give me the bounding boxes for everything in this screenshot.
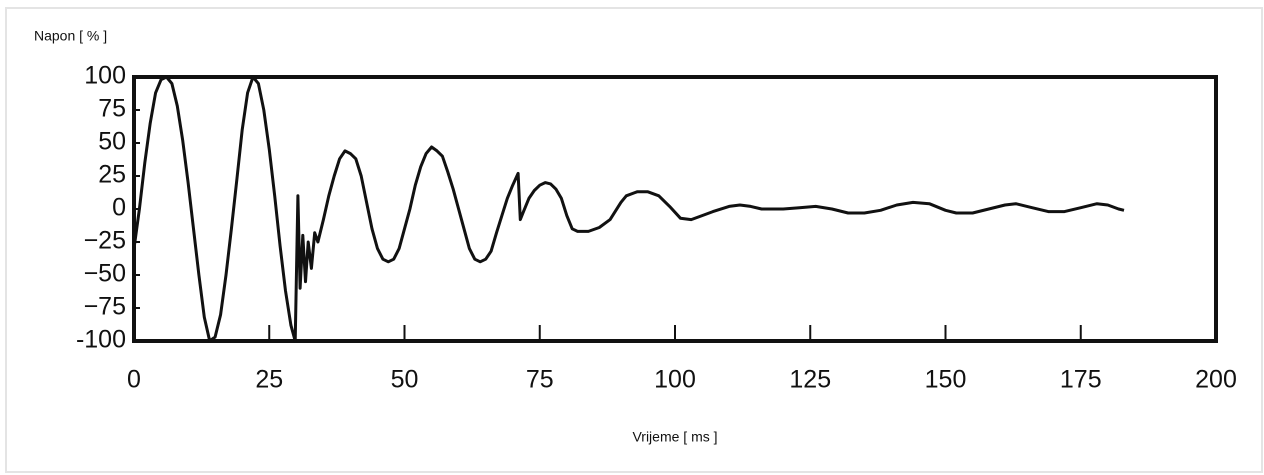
y-tick-label: 0 [112, 194, 126, 222]
x-tick-label: 50 [391, 366, 419, 394]
x-tick-label: 0 [127, 366, 141, 394]
panel [5, 7, 1263, 473]
y-tick-label: 100 [84, 62, 126, 90]
x-tick-label: 200 [1195, 366, 1237, 394]
y-tick-label: −50 [84, 260, 126, 288]
x-tick-label: 75 [526, 366, 554, 394]
y-tick-label: 75 [98, 95, 126, 123]
data-line [132, 75, 1125, 343]
x-tick-label: 100 [654, 366, 696, 394]
x-tick-label: 25 [255, 366, 283, 394]
y-axis-label: Napon [ % ] [34, 28, 107, 44]
x-tick-label: 150 [925, 366, 967, 394]
y-tick-label: 50 [98, 128, 126, 156]
x-axis-label: Vrijeme [ ms ] [632, 429, 717, 445]
y-tick-label: −25 [84, 227, 126, 255]
y-tick-label: 25 [98, 161, 126, 189]
y-tick-label: −75 [84, 293, 126, 321]
y-tick-label: -100 [76, 326, 126, 354]
x-tick-label: 125 [789, 366, 831, 394]
x-tick-label: 175 [1060, 366, 1102, 394]
